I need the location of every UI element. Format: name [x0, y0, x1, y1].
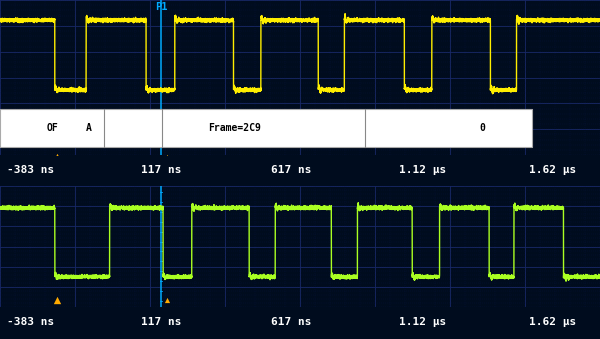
Text: -383 ns: -383 ns [7, 317, 54, 327]
Text: 1.62 μs: 1.62 μs [529, 165, 577, 175]
Text: 1.12 μs: 1.12 μs [399, 165, 446, 175]
Point [53, 154, 62, 159]
Text: Frame=2C9: Frame=2C9 [208, 123, 261, 133]
Text: 117 ns: 117 ns [141, 165, 181, 175]
Text: -383 ns: -383 ns [7, 165, 54, 175]
Point [53, 297, 62, 302]
Text: P1: P1 [155, 2, 167, 12]
Text: A: A [86, 123, 92, 133]
Point [162, 154, 172, 159]
Text: OF: OF [46, 123, 58, 133]
Text: 117 ns: 117 ns [141, 317, 181, 327]
Text: 1.62 μs: 1.62 μs [529, 317, 577, 327]
Bar [0, 108, 532, 147]
Text: 617 ns: 617 ns [271, 317, 311, 327]
Text: 0: 0 [479, 123, 485, 133]
Point [162, 297, 172, 302]
Text: 1.12 μs: 1.12 μs [399, 317, 446, 327]
Text: 617 ns: 617 ns [271, 165, 311, 175]
